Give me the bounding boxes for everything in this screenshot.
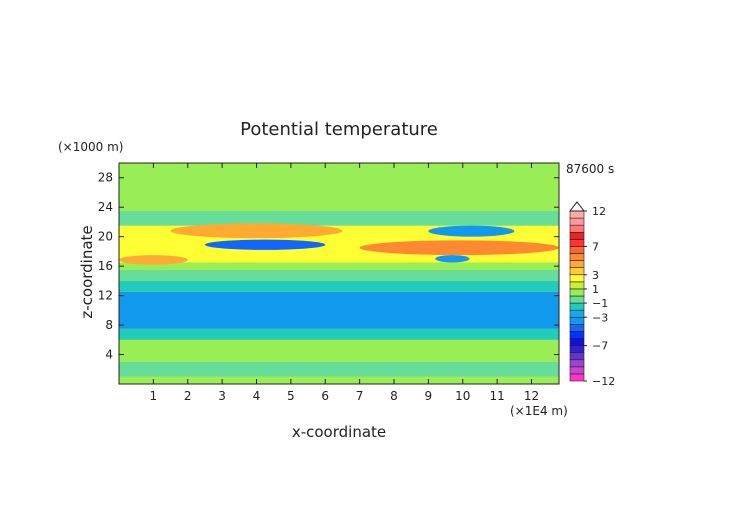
y-unit-label: (×1000 m)	[58, 140, 123, 154]
x-tick-label: 5	[287, 389, 295, 403]
legend-swatch	[569, 302, 585, 311]
x-tick-label: 3	[218, 389, 226, 403]
legend-swatch	[569, 309, 585, 318]
chart-title: Potential temperature	[240, 119, 438, 140]
heat-feature	[435, 255, 470, 263]
heat-feature	[119, 255, 188, 265]
legend-swatch	[569, 281, 585, 290]
y-tick-label: 20	[98, 230, 113, 244]
heat-feature	[359, 240, 559, 256]
legend-tick-label: −12	[592, 375, 615, 388]
y-tick-label: 12	[98, 289, 113, 303]
heat-feature	[170, 223, 343, 239]
legend-swatch	[569, 267, 585, 276]
legend-swatch	[569, 253, 585, 261]
legend-swatch	[569, 260, 585, 268]
legend-swatch	[569, 316, 585, 325]
y-tick-label: 16	[98, 259, 113, 273]
legend-swatch	[569, 217, 585, 226]
x-axis-ticks: 1 2 3 4 5 6 7 8 9 10 11 12	[150, 163, 539, 403]
legend-tick-label: 1	[592, 283, 599, 296]
x-tick-label: 12	[524, 389, 539, 403]
heat-band	[119, 361, 559, 377]
legend-tick-label: −1	[592, 297, 608, 310]
legend-swatch	[569, 288, 585, 297]
legend-swatch	[569, 352, 585, 361]
plot-frame	[118, 162, 560, 385]
heat-feature	[428, 225, 515, 237]
legend-tick-label: 3	[592, 269, 599, 282]
heat-feature	[204, 239, 326, 250]
legend-swatch	[569, 231, 585, 240]
x-tick-label: 2	[184, 389, 192, 403]
x-tick-label: 11	[489, 389, 504, 403]
x-tick-label: 4	[253, 389, 261, 403]
y-tick-label: 28	[98, 171, 113, 185]
legend-swatch	[569, 359, 585, 368]
x-tick-label: 10	[455, 389, 470, 403]
legend-swatch	[569, 366, 585, 375]
x-tick-label: 9	[425, 389, 433, 403]
legend-swatch	[569, 239, 585, 247]
x-tick-label: 6	[321, 389, 329, 403]
heat-band	[119, 280, 559, 292]
x-tick-label: 1	[150, 389, 158, 403]
heat-band	[119, 192, 559, 211]
legend-swatch	[569, 224, 585, 233]
legend-swatch	[569, 345, 585, 353]
heat-band	[119, 339, 559, 362]
x-tick-label: 7	[356, 389, 364, 403]
heatmap-layer	[119, 163, 559, 384]
heat-band	[119, 328, 559, 340]
y-axis-label: z-coordinate	[78, 225, 96, 318]
legend-swatch	[569, 246, 585, 254]
y-tick-label: 24	[98, 200, 113, 214]
legend-overflow-arrow	[568, 201, 586, 212]
heat-band	[119, 262, 559, 270]
legend-tick-label: −7	[592, 340, 608, 353]
y-axis-ticks: 4 8 12 16 20 24 28	[98, 171, 559, 362]
color-legend: 12 7 31−1−3 −7 −12	[568, 201, 615, 388]
legend-swatch	[569, 331, 585, 339]
legend-tick-label: 7	[592, 240, 599, 253]
legend-swatch	[569, 338, 585, 346]
x-unit-label: (×1E4 m)	[510, 404, 568, 418]
heat-band	[119, 163, 559, 193]
heat-band	[119, 291, 559, 329]
legend-swatch	[569, 295, 585, 304]
x-axis-label: x-coordinate	[292, 423, 386, 441]
legend-swatch	[569, 373, 585, 382]
time-label: 87600 s	[566, 162, 614, 176]
y-tick-label: 8	[105, 318, 113, 332]
x-tick-label: 8	[390, 389, 398, 403]
legend-swatch	[569, 324, 585, 332]
heat-band	[119, 376, 559, 384]
heat-band	[119, 210, 559, 226]
legend-swatch	[569, 210, 585, 219]
legend-tick-label: 12	[592, 205, 606, 218]
legend-swatch	[569, 274, 585, 283]
y-tick-label: 4	[105, 348, 113, 362]
heat-band	[119, 269, 559, 281]
legend-tick-label: −3	[592, 311, 608, 324]
